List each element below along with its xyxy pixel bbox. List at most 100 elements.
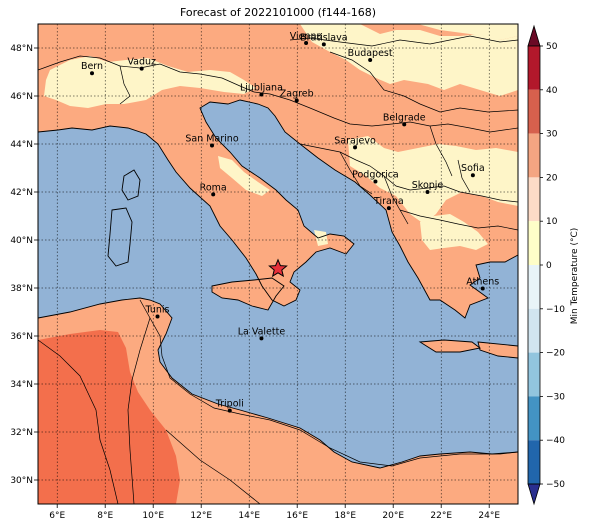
- colorbar-tick-label: −40: [546, 436, 565, 446]
- lon-tick-label: 22°E: [430, 511, 452, 521]
- city-dot: [259, 92, 264, 97]
- land-africa-warm: [38, 330, 180, 504]
- colorbar-tick-label: 0: [546, 261, 552, 271]
- city-label: Tunis: [145, 305, 170, 316]
- colorbar-tick-label: −20: [546, 349, 565, 359]
- city-label: Tripoli: [215, 399, 244, 410]
- cool-balkans: [348, 136, 518, 224]
- lat-tick-label: 44°N: [10, 140, 33, 150]
- colorbar-tick-label: 10: [546, 217, 558, 227]
- colorbar-band: [528, 440, 540, 484]
- city-dot: [294, 98, 299, 103]
- lat-tick-labels: 48°N 46°N 44°N 42°N 40°N 38°N 36°N 34°N 32°N 30°N: [10, 44, 38, 486]
- lat-tick-label: 42°N: [10, 188, 33, 198]
- land-sardinia: [108, 208, 132, 266]
- graticule: [38, 24, 518, 504]
- city-label: Athens: [466, 276, 499, 287]
- city-dot: [259, 336, 264, 341]
- colorbar-tick-label: 30: [546, 130, 558, 140]
- city-label: Sofia: [461, 163, 485, 174]
- colorbar-band: [528, 46, 540, 90]
- city-label: Sarajevo: [334, 135, 376, 146]
- lon-tick-label: 12°E: [190, 511, 212, 521]
- city-label: Skopje: [412, 180, 444, 191]
- city-dot: [210, 143, 214, 148]
- lon-tick-labels: 6°E 8°E 10°E 12°E 14°E 16°E 18°E 20°E 22°E 24°E: [49, 504, 500, 521]
- colorbar-tick-label: 50: [546, 42, 558, 52]
- city-dot: [480, 286, 485, 291]
- colorbar-label: Min Temperature (°C): [570, 228, 580, 325]
- colorbar-tick-label: 20: [546, 173, 558, 183]
- colorbar-tick-label: −50: [546, 480, 565, 490]
- map-title: Forecast of 2022101000 (f144-168): [179, 6, 377, 19]
- city-label: La Valette: [238, 326, 286, 337]
- city-dot: [227, 408, 232, 413]
- colorbar-tick-label: −30: [546, 392, 565, 402]
- cool-italy-apennine: [218, 156, 270, 196]
- lon-tick-label: 14°E: [238, 511, 260, 521]
- lat-tick-label: 40°N: [10, 236, 33, 246]
- colorbar-tick-label: −10: [546, 305, 565, 315]
- colorbar-band: [528, 221, 540, 265]
- city-label: Vaduz: [127, 57, 156, 68]
- city-dot: [373, 179, 378, 184]
- star-marker: [268, 258, 288, 278]
- city-dot: [368, 58, 373, 62]
- city-dot: [353, 145, 358, 150]
- city-label: Bratislava: [300, 32, 347, 43]
- lon-tick-label: 10°E: [142, 511, 164, 521]
- colorbar-band: [528, 396, 540, 441]
- city-label: Vienna: [290, 31, 323, 42]
- cool-italy-south: [314, 230, 328, 246]
- colorbar-extend-bottom: [527, 483, 541, 506]
- lat-tick-label: 38°N: [10, 284, 33, 294]
- lat-tick-label: 48°N: [10, 44, 33, 54]
- city-dot: [90, 71, 94, 76]
- lon-tick-label: 20°E: [382, 511, 404, 521]
- land-rhodes: [478, 342, 518, 358]
- city-dot: [139, 66, 144, 71]
- city-dot: [321, 42, 326, 47]
- cool-ne: [418, 24, 518, 40]
- cool-alps: [44, 56, 256, 108]
- colorbar-extend-top: [527, 24, 541, 47]
- lon-tick-label: 6°E: [49, 511, 65, 521]
- city-label: Zagreb: [280, 89, 314, 100]
- colorbar-band: [528, 265, 540, 309]
- cool-north: [300, 24, 518, 96]
- colorbar-band: [528, 352, 540, 397]
- land-crete: [420, 340, 480, 352]
- coastlines: [38, 99, 518, 469]
- lon-tick-label: 8°E: [97, 511, 113, 521]
- colorbar-band: [528, 177, 540, 222]
- city-dot: [155, 314, 160, 319]
- colorbar-band: [528, 89, 540, 134]
- lat-tick-label: 46°N: [10, 92, 33, 102]
- lon-tick-label: 18°E: [334, 511, 356, 521]
- lon-tick-label: 24°E: [478, 511, 500, 521]
- city-label: Belgrade: [383, 112, 426, 123]
- city-dot: [425, 190, 430, 194]
- lat-tick-label: 36°N: [10, 332, 33, 342]
- land-sicily: [212, 278, 284, 310]
- city-label: Podgorica: [352, 169, 399, 180]
- cool-greece: [420, 214, 488, 250]
- city-dot: [402, 122, 407, 127]
- colorbar: 50 40 30 20 10 0 −10 −20 −30 −40 −50: [527, 24, 565, 506]
- colorbar-tick-label: 40: [546, 86, 558, 96]
- lat-tick-label: 30°N: [10, 476, 33, 486]
- colorbar-band: [528, 133, 540, 178]
- country-borders: [38, 35, 518, 504]
- city-label: Tirana: [373, 196, 404, 207]
- city-label: Ljubljana: [240, 83, 283, 94]
- city-dot: [211, 192, 216, 197]
- city-label: Bern: [81, 61, 103, 72]
- map-frame: [37, 23, 519, 505]
- city-label: San Marino: [185, 133, 238, 144]
- colorbar-band: [528, 308, 540, 353]
- lat-tick-label: 34°N: [10, 380, 33, 390]
- city-dot: [304, 40, 309, 45]
- lat-tick-label: 32°N: [10, 428, 33, 438]
